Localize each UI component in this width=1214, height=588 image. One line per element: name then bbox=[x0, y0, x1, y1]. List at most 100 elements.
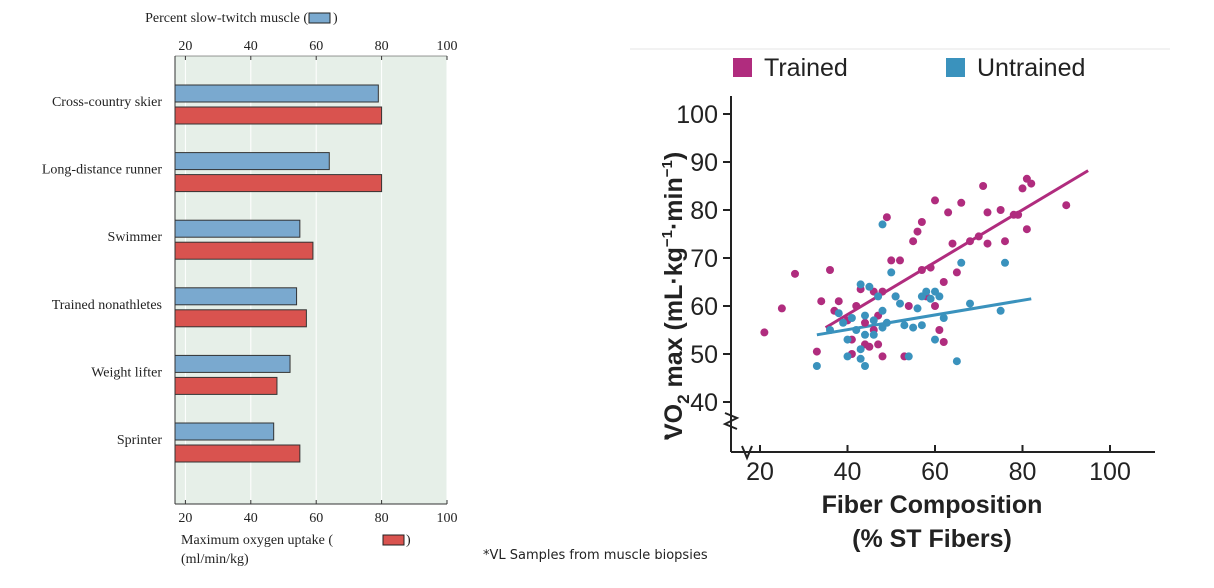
category-label: Long-distance runner bbox=[42, 163, 162, 178]
trained-point bbox=[935, 326, 944, 334]
untrained-point bbox=[909, 323, 918, 332]
trained-point bbox=[939, 278, 948, 286]
bar-oxygen-uptake bbox=[174, 106, 383, 125]
untrained-point bbox=[926, 294, 935, 303]
untrained-point bbox=[839, 318, 848, 327]
untrained-point bbox=[957, 258, 966, 267]
trained-point bbox=[887, 256, 896, 265]
untrained-point bbox=[878, 220, 887, 229]
bar-slow-twitch bbox=[174, 422, 275, 441]
trained-point bbox=[1022, 225, 1031, 234]
x-tick-label: 40 bbox=[834, 458, 862, 486]
top-legend-swatch bbox=[308, 12, 331, 24]
trained-point bbox=[878, 352, 887, 361]
bottom-tick-label: 60 bbox=[309, 511, 323, 526]
trained-point bbox=[974, 232, 983, 241]
y-axis-label: VO2 max (mL·kg−1·min−1) bbox=[659, 152, 693, 440]
x-tick-label: 60 bbox=[921, 458, 949, 486]
bar-oxygen-uptake bbox=[174, 174, 383, 193]
trained-point bbox=[896, 256, 904, 265]
y-axis-break bbox=[722, 412, 740, 430]
trained-point bbox=[1027, 179, 1036, 188]
bar-slow-twitch bbox=[174, 152, 330, 171]
untrained-point bbox=[939, 314, 948, 322]
trained-point bbox=[1018, 184, 1027, 193]
untrained-point bbox=[869, 330, 878, 339]
bottom-tick-label: 100 bbox=[437, 511, 458, 526]
x-tick-label: 20 bbox=[746, 458, 774, 486]
legend-untrained-label: Untrained bbox=[977, 54, 1085, 82]
top-tick-label: 60 bbox=[309, 39, 323, 54]
trained-point bbox=[1014, 210, 1023, 219]
top-tick-label: 20 bbox=[178, 39, 192, 54]
untrained-point bbox=[861, 362, 869, 370]
trained-point bbox=[926, 263, 935, 272]
bottom-axis-label-line1: Maximum oxygen uptake ( bbox=[181, 533, 333, 548]
top-axis-label: Percent slow-twitch muscle ( bbox=[145, 11, 308, 26]
y-tick-label: 70 bbox=[690, 245, 718, 273]
untrained-point bbox=[856, 354, 865, 363]
untrained-point bbox=[847, 314, 856, 322]
bottom-tick-label: 80 bbox=[375, 511, 389, 526]
x-axis-break bbox=[741, 445, 753, 461]
x-tick-label: 80 bbox=[1009, 458, 1037, 486]
category-label: Sprinter bbox=[117, 433, 162, 448]
y-tick-label: 90 bbox=[690, 149, 718, 177]
left-bar-chart: Percent slow-twitch muscle ( ) 20 40 60 80 1… bbox=[42, 11, 458, 567]
untrained-point bbox=[913, 304, 922, 313]
trained-point bbox=[996, 206, 1005, 214]
untrained-point bbox=[891, 292, 900, 301]
y-tick-label: 100 bbox=[676, 101, 718, 129]
trained-point bbox=[852, 302, 861, 310]
untrained-point bbox=[1001, 258, 1009, 267]
bottom-tick-label: 40 bbox=[244, 511, 258, 526]
untrained-point bbox=[843, 352, 852, 361]
bottom-axis-label-line2: (ml/min/kg) bbox=[181, 552, 249, 567]
legend-trained-label: Trained bbox=[764, 54, 848, 82]
untrained-point bbox=[812, 362, 821, 370]
x-tick-label: 100 bbox=[1089, 458, 1131, 486]
untrained-point bbox=[861, 330, 869, 339]
top-tick-label: 80 bbox=[375, 39, 389, 54]
untrained-point bbox=[996, 306, 1005, 315]
trained-point bbox=[861, 318, 869, 327]
untrained-point bbox=[834, 309, 843, 318]
untrained-point bbox=[856, 280, 865, 289]
trained-point bbox=[913, 227, 922, 236]
bar-slow-twitch bbox=[174, 84, 379, 103]
bottom-tick-label: 20 bbox=[178, 511, 192, 526]
untrained-point bbox=[882, 318, 891, 327]
trained-point bbox=[909, 237, 918, 246]
trained-point bbox=[760, 328, 769, 337]
trained-point bbox=[882, 213, 891, 222]
untrained-point bbox=[869, 316, 878, 325]
bar-oxygen-uptake bbox=[174, 309, 307, 328]
untrained-point bbox=[878, 306, 887, 315]
untrained-point bbox=[931, 335, 939, 344]
category-label: Cross-country skier bbox=[52, 95, 162, 110]
bottom-legend-swatch bbox=[382, 534, 405, 546]
trained-point bbox=[931, 302, 939, 310]
trained-point bbox=[1062, 201, 1071, 210]
trained-point bbox=[931, 196, 939, 205]
untrained-point bbox=[865, 282, 874, 291]
y-tick-label: 60 bbox=[690, 293, 718, 321]
trained-point bbox=[957, 198, 966, 207]
untrained-point bbox=[861, 311, 869, 320]
trained-point bbox=[983, 208, 992, 217]
trained-point bbox=[834, 297, 843, 306]
trained-point bbox=[791, 269, 799, 278]
untrained-point bbox=[874, 292, 883, 301]
top-tick-label: 40 bbox=[244, 39, 258, 54]
untrained-point bbox=[904, 352, 913, 361]
untrained-point bbox=[952, 357, 961, 366]
trained-point bbox=[944, 208, 953, 217]
x-axis-label-line1: Fiber Composition bbox=[822, 491, 1043, 519]
category-label: Weight lifter bbox=[91, 365, 162, 380]
footnote: *VL Samples from muscle biopsies bbox=[483, 548, 708, 563]
x-axis-label-line2: (% ST Fibers) bbox=[852, 525, 1012, 553]
trained-point bbox=[1001, 237, 1009, 246]
bar-oxygen-uptake bbox=[174, 376, 278, 395]
y-tick-label: 40 bbox=[690, 389, 718, 417]
untrained-point bbox=[843, 335, 852, 344]
